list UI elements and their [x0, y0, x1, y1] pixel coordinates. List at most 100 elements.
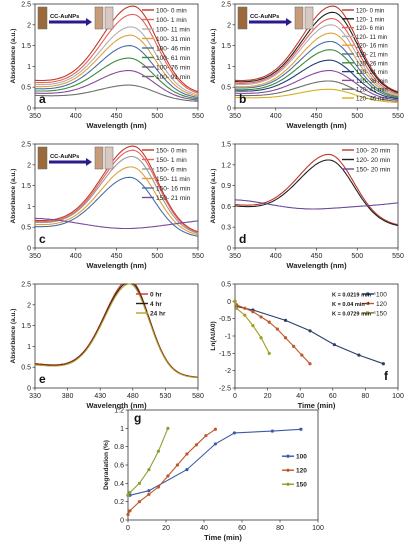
legend-entry: 100- 1 min [156, 17, 187, 24]
x-tick-label: 550 [192, 253, 204, 260]
data-point [299, 427, 303, 431]
y-tick-label: -2.5 [219, 386, 231, 393]
series-line-b-8 [235, 70, 399, 101]
x-tick-label: 550 [392, 253, 404, 260]
series-line-c-2 [34, 155, 199, 234]
inset-label: CC-AuNPs [50, 154, 79, 160]
legend-marker [286, 482, 290, 486]
vial-before-icon [37, 146, 48, 170]
data-point [147, 467, 151, 472]
vial-before-icon [237, 6, 248, 30]
x-tick-label: 380 [62, 393, 74, 400]
legend-entry: 100- 20 min [356, 148, 391, 155]
plot-frame [127, 409, 319, 521]
x-tick-label: 350 [229, 113, 241, 120]
x-tick-label: 60 [329, 393, 337, 400]
legend-entry: 150- 11 min [156, 176, 190, 183]
y-tick-label: 0.6 [221, 204, 231, 211]
series-line-g-0 [128, 428, 301, 496]
y-tick-label: 1.2 [221, 162, 231, 169]
y-tick-label: 2.5 [21, 142, 31, 149]
y-tick-label: 1.5 [221, 142, 231, 149]
data-point [235, 306, 239, 310]
y-tick-label: 2.5 [221, 2, 231, 9]
legend-entry: 120- 46 min [356, 97, 388, 103]
x-tick-label: 20 [162, 525, 170, 532]
legend-marker [286, 454, 290, 458]
y-tick-label: 0 [227, 246, 231, 253]
x-tick-label: 60 [238, 525, 246, 532]
data-point [213, 442, 217, 446]
x-tick-label: 450 [311, 253, 323, 260]
data-point [156, 449, 160, 453]
x-tick-label: 550 [392, 113, 404, 120]
series-line-a-0 [34, 5, 199, 93]
series-line-b-7 [235, 59, 399, 100]
vial-after-icon [294, 6, 304, 30]
vial-after-icon [94, 146, 104, 170]
y-tick-label: -2 [225, 368, 231, 375]
y-tick-label: 2 [27, 22, 31, 29]
series-line-b-5 [234, 40, 399, 98]
x-tick-label: 450 [111, 253, 123, 260]
series-line-a-5 [34, 57, 199, 100]
x-tick-label: 100 [312, 525, 324, 532]
legend-entry: 120 [376, 301, 387, 308]
rate-annotation: K = 0.0729 min⁻¹ [332, 311, 376, 318]
panel-letter: b [239, 92, 246, 106]
x-axis-label: Wavelength (nm) [86, 261, 147, 270]
legend-entry: 100- 0 min [156, 8, 187, 15]
x-axis-label: Time (min) [204, 533, 242, 542]
data-point [166, 474, 170, 478]
legend-entry: 120- 41 min [356, 88, 388, 94]
x-tick-label: 500 [351, 253, 363, 260]
legend-entry: 120- 26 min [356, 61, 388, 67]
data-point [128, 490, 132, 495]
data-point [381, 362, 385, 366]
legend-entry: 120- 20 min [356, 157, 391, 164]
panel-letter: a [39, 92, 46, 106]
y-tick-label: -0.5 [219, 316, 231, 323]
y-tick-label: 2 [227, 22, 231, 29]
y-tick-label: 2.5 [21, 2, 31, 9]
data-point [270, 429, 274, 433]
x-tick-label: 350 [29, 253, 41, 260]
panel-letter: d [239, 232, 246, 246]
y-tick-label: 0.4 [114, 481, 124, 488]
x-tick-label: 480 [127, 393, 139, 400]
legend-entry: 100- 46 min [156, 46, 191, 53]
series-line-d-2 [234, 199, 399, 210]
x-tick-label: 80 [276, 525, 284, 532]
y-axis-label: Absorbance (a.u.) [10, 309, 17, 364]
y-axis-label: Absorbance (a.u.) [210, 29, 217, 84]
data-point [126, 512, 130, 517]
data-point [243, 313, 247, 317]
series-line-a-6 [35, 70, 199, 101]
y-tick-label: 0 [227, 106, 231, 113]
series-line-b-0 [234, 5, 399, 93]
legend-entry: 150 [376, 311, 387, 318]
legend-marker [366, 311, 370, 315]
data-point [267, 320, 271, 324]
arrowhead-icon [286, 18, 292, 26]
data-point [283, 318, 288, 322]
y-tick-label: 0 [27, 106, 31, 113]
legend-entry: 100- 76 min [156, 65, 191, 72]
y-tick-label: 0.9 [221, 183, 231, 190]
series-line-c-0 [34, 145, 199, 233]
panel-d: 350 400 450 500 550 0 0.3 0.6 0.9 1.2 1.5 Wavelengt… [210, 142, 404, 271]
x-tick-label: 550 [192, 113, 204, 120]
data-point [137, 500, 141, 504]
plot-frame [234, 283, 399, 389]
x-tick-label: 580 [192, 393, 204, 400]
y-tick-label: 0 [27, 386, 31, 393]
plot-frame [34, 283, 199, 389]
x-tick-label: 350 [229, 253, 241, 260]
data-point [147, 492, 151, 496]
y-tick-label: 0 [27, 246, 31, 253]
series-line-b-6 [235, 49, 399, 99]
data-point [156, 485, 160, 489]
y-tick-label: 0.5 [221, 85, 231, 92]
x-tick-label: 500 [151, 113, 163, 120]
y-tick-label: 2 [27, 162, 31, 169]
